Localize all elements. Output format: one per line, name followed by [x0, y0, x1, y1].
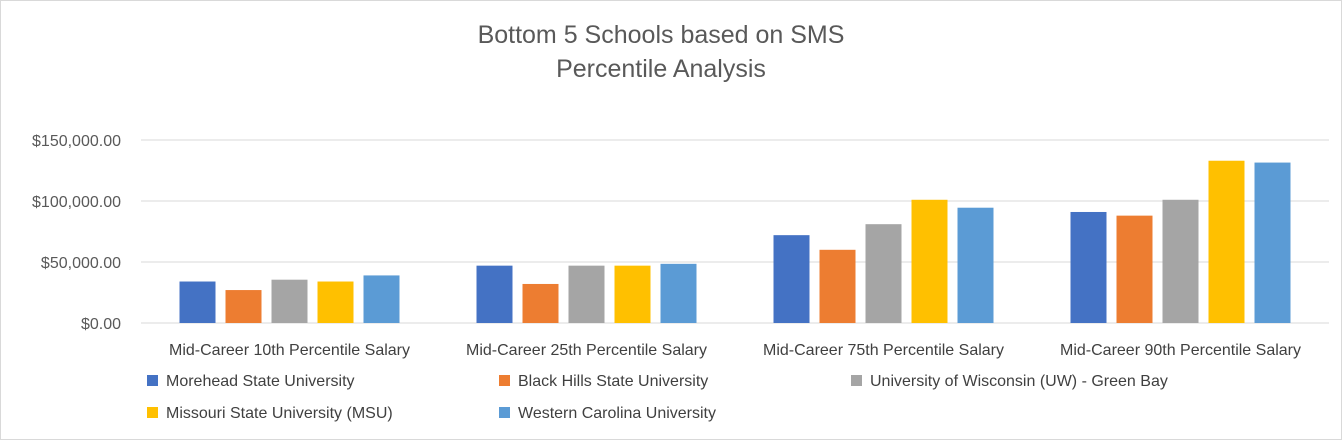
bar [522, 283, 559, 323]
legend-label: Black Hills State University [518, 373, 708, 390]
legend-swatch [147, 375, 158, 386]
y-tick-label: $100,000.00 [32, 194, 121, 211]
y-tick-label: $150,000.00 [32, 133, 121, 150]
bar [865, 224, 902, 323]
legend-label: Morehead State University [166, 373, 355, 390]
chart-title-line-1: Bottom 5 Schools based on SMS [478, 21, 845, 49]
bar [773, 235, 810, 323]
bar [819, 249, 856, 323]
x-category-label: Mid-Career 90th Percentile Salary [1060, 342, 1301, 359]
bar [1162, 199, 1199, 323]
bar [1254, 162, 1291, 323]
bar [363, 275, 400, 323]
bar [1070, 211, 1107, 323]
y-tick-label: $0.00 [81, 316, 121, 333]
bars [179, 160, 1291, 323]
x-category-label: Mid-Career 10th Percentile Salary [169, 342, 410, 359]
x-category-label: Mid-Career 25th Percentile Salary [466, 342, 707, 359]
legend-swatch [499, 407, 510, 418]
bar [179, 281, 216, 323]
x-category-label: Mid-Career 75th Percentile Salary [763, 342, 1004, 359]
y-tick-label: $50,000.00 [41, 255, 121, 272]
legend-swatch [499, 375, 510, 386]
bar [476, 265, 513, 323]
legend: Morehead State University Black Hills Sta… [147, 373, 1168, 422]
legend-swatch [147, 407, 158, 418]
bar [957, 207, 994, 323]
bar [225, 290, 262, 323]
y-axis-ticks: $0.00 $50,000.00 $100,000.00 $150,000.00 [32, 133, 121, 333]
bar [1116, 215, 1153, 323]
legend-swatch [851, 375, 862, 386]
category-labels: Mid-Career 10th Percentile Salary Mid-Car… [169, 342, 1301, 359]
bar [1208, 160, 1245, 323]
bar [317, 281, 354, 323]
legend-label: Missouri State University (MSU) [166, 405, 393, 422]
bar [660, 263, 697, 323]
legend-label: University of Wisconsin (UW) - Green Bay [870, 373, 1168, 390]
legend-label: Western Carolina University [518, 405, 716, 422]
bar [271, 279, 308, 323]
bar [568, 265, 605, 323]
chart-title-line-2: Percentile Analysis [556, 55, 766, 83]
bar [911, 199, 948, 323]
bar [614, 265, 651, 323]
